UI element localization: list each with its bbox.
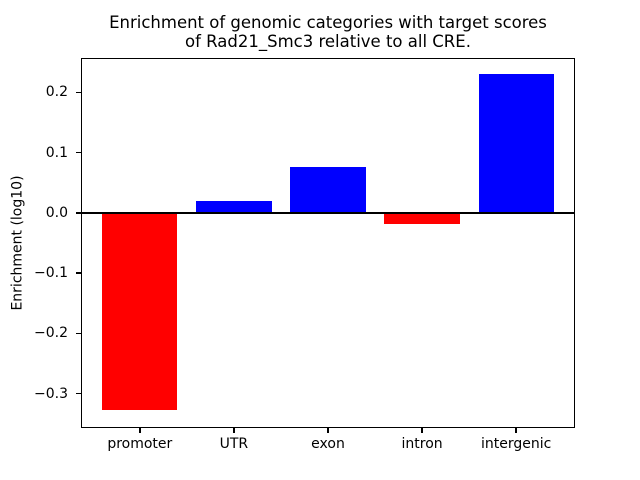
y-axis-tick	[76, 91, 81, 94]
x-axis-tick-label-intergenic: intergenic	[481, 436, 552, 452]
x-axis-tick-label-promoter: promoter	[107, 436, 173, 452]
y-axis-tick	[76, 272, 81, 274]
y-axis-tick-label: −0.2	[34, 325, 68, 342]
y-axis-tick-label: 0.0	[45, 204, 68, 221]
y-axis-tick-label: −0.3	[34, 385, 68, 402]
y-axis-tick	[76, 212, 81, 214]
y-axis-tick	[76, 332, 81, 335]
chart-title-line2: of Rad21_Smc3 relative to all CRE.	[185, 32, 471, 52]
bar-intergenic	[478, 74, 554, 213]
x-axis-tick	[515, 428, 517, 433]
x-axis-tick	[421, 428, 423, 433]
x-axis-tick-label-exon: exon	[311, 436, 345, 452]
chart-title: Enrichment of genomic categories with ta…	[81, 13, 575, 52]
bar-UTR	[196, 200, 272, 213]
x-axis-tick-label-UTR: UTR	[219, 436, 249, 452]
y-axis-tick-label: −0.1	[34, 265, 68, 282]
y-axis-tick-label: 0.1	[45, 144, 68, 161]
zero-baseline	[81, 211, 575, 214]
bar-exon	[290, 167, 366, 213]
x-axis-tick-label-intron: intron	[401, 436, 443, 452]
bar-promoter	[102, 212, 178, 410]
x-axis-tick	[327, 428, 329, 433]
y-axis-label-container: Enrichment (log10)	[0, 58, 36, 428]
plot-area: 0.2 0.1 0.0 −0.1 −0.2 −0.3 promoter UTR exon intr…	[34, 58, 575, 452]
x-axis-tick	[139, 428, 141, 433]
x-axis-tick	[233, 428, 235, 433]
y-axis-tick-label: 0.2	[45, 84, 68, 101]
bar-intron	[384, 212, 460, 224]
y-axis-label: Enrichment (log10)	[10, 175, 27, 311]
y-axis-tick	[76, 392, 81, 395]
y-axis-tick	[76, 151, 81, 154]
chart-title-line1: Enrichment of genomic categories with ta…	[109, 13, 547, 32]
